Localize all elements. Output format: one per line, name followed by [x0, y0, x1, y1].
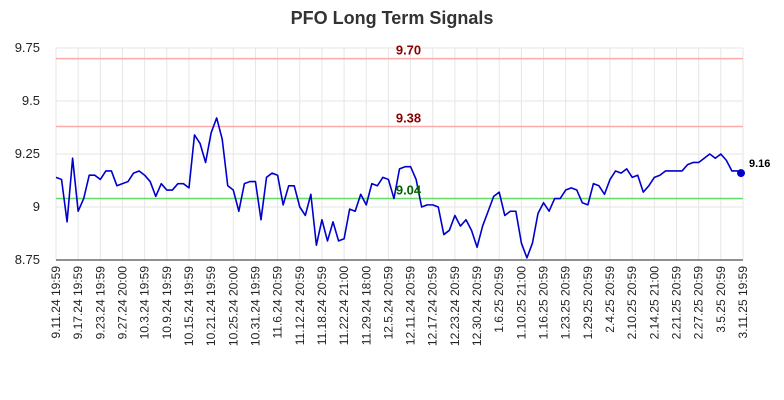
- x-tick-label: 11.18.24 20:59: [315, 266, 329, 346]
- x-tick-label: 1.29.25 20:59: [581, 266, 595, 340]
- series-layer: [55, 117, 745, 259]
- x-tick-label: 11.29.24 18:00: [359, 266, 373, 346]
- x-tick-label: 10.31.24 19:59: [248, 266, 262, 346]
- x-tick-label: 11.22.24 21:00: [337, 266, 351, 346]
- x-tick-label: 9.17.24 19:59: [71, 266, 85, 340]
- y-tick-label: 9: [33, 199, 40, 214]
- reference-label: 9.04: [396, 183, 422, 198]
- x-tick-label: 12.11.24 20:59: [404, 266, 418, 346]
- x-tick-label: 2.4.25 20:59: [603, 266, 617, 333]
- reference-label: 9.70: [396, 43, 421, 58]
- x-tick-label: 1.10.25 21:00: [514, 266, 528, 340]
- x-tick-label: 3.11.25 19:59: [736, 266, 750, 339]
- reference-lines: [56, 57, 743, 200]
- x-tick-label: 1.6.25 20:59: [492, 266, 506, 333]
- series-line: [55, 117, 744, 259]
- y-tick-label: 8.75: [15, 252, 40, 267]
- x-tick-label: 9.11.24 19:59: [49, 266, 63, 339]
- last-point-marker: [737, 169, 745, 178]
- y-tick-label: 9.75: [15, 40, 40, 55]
- x-tick-label: 10.3.24 19:59: [138, 266, 152, 340]
- x-tick-label: 12.23.24 20:59: [448, 266, 462, 346]
- x-tick-label: 11.12.24 20:59: [293, 266, 307, 346]
- x-tick-label: 10.15.24 19:59: [182, 266, 196, 346]
- x-tick-label: 10.25.24 20:00: [226, 266, 240, 346]
- x-tick-label: 11.6.24 20:59: [271, 266, 285, 339]
- x-tick-label: 12.5.24 20:59: [381, 266, 395, 340]
- x-tick-label: 12.17.24 20:59: [426, 266, 440, 346]
- last-value-label: 9.16: [749, 158, 770, 170]
- x-tick-label: 2.27.25 20:59: [692, 266, 706, 340]
- x-tick-label: 9.23.24 19:59: [93, 266, 107, 340]
- x-tick-label: 10.21.24 19:59: [204, 266, 218, 346]
- x-tick-label: 1.16.25 20:59: [537, 266, 551, 340]
- y-tick-label: 9.5: [22, 93, 40, 108]
- labels: 9.70 9.38 9.04 9.16: [396, 43, 771, 198]
- reference-label: 9.38: [396, 110, 421, 125]
- x-tick-label: 2.21.25 20:59: [670, 266, 684, 340]
- x-tick-label: 2.14.25 21:00: [647, 266, 661, 340]
- chart-title: PFO Long Term Signals: [290, 8, 494, 28]
- x-tick-label: 3.5.25 20:59: [714, 266, 728, 333]
- y-tick-label: 9.25: [15, 146, 40, 161]
- x-tick-label: 2.10.25 20:59: [625, 266, 639, 340]
- x-tick-label: 12.30.24 20:59: [470, 266, 484, 346]
- axes: 9.75 9.5 9.25 9 8.75 9.11.24 19:59 9.17.24 19:…: [15, 40, 750, 346]
- x-tick-label: 10.9.24 19:59: [160, 266, 174, 340]
- grid-layer: [55, 47, 744, 261]
- x-tick-label: 9.27.24 20:00: [115, 266, 129, 340]
- x-tick-label: 1.23.25 20:59: [559, 266, 573, 340]
